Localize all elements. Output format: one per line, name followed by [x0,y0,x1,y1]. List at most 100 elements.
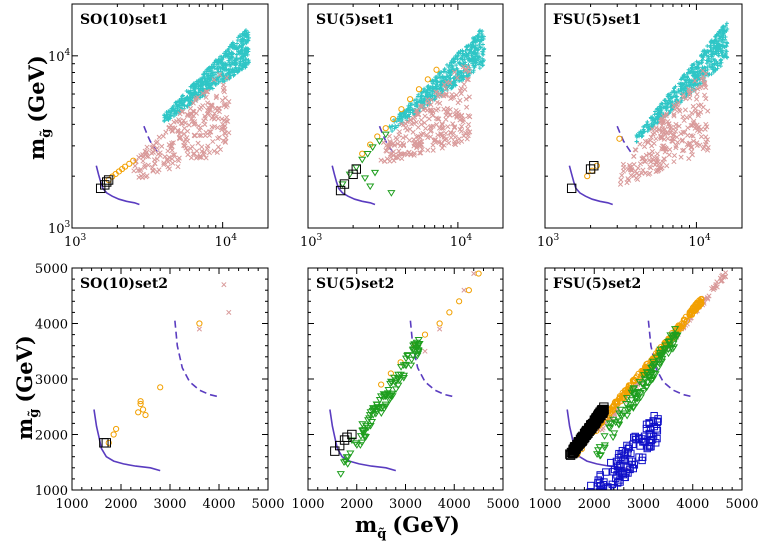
pink-cross-point [196,326,202,332]
pink-cross-point [653,128,660,134]
pink-cross-point [698,109,704,115]
green-triangle-point [403,353,412,360]
series-cyan-plus [162,28,251,124]
green-triangle-point [399,374,408,382]
pink-cross-point [213,95,219,101]
cyan-plus-point [708,39,713,44]
ylabel-top: mg̃ (GeV) [24,55,54,160]
panel-title-top-middle: SU(5)set1 [316,12,394,28]
pink-cross-point [432,137,438,143]
pink-cross-point [437,100,443,106]
pink-cross-point [694,122,700,128]
green-triangle-point [357,439,367,447]
pink-cross-point [698,134,705,140]
cyan-plus-point [211,70,216,75]
pink-cross-point [413,138,419,144]
cyan-plus-point [480,42,485,47]
cyan-plus-point [194,79,199,84]
series-green-triangle [336,337,424,478]
black-square-point [596,410,606,421]
cyan-plus-point [444,70,449,75]
black-square-point [351,164,361,174]
pink-cross-point [152,161,158,167]
cyan-plus-point [473,63,478,68]
x-tick-label-exp: 3 [81,233,87,243]
cyan-plus-point [245,46,250,51]
cyan-plus-point [694,66,699,71]
cyan-plus-point [472,39,477,44]
cyan-plus-point [180,98,185,103]
cyan-plus-point [192,86,197,91]
cyan-plus-point [408,110,413,115]
blue-square-point [653,434,661,443]
series-black-square [566,161,599,194]
orange-circle-point [378,381,385,388]
pink-cross-point [413,119,419,125]
x-tick-label: 2000 [578,497,611,512]
orange-circle-point [390,115,397,123]
cyan-plus-point [205,74,210,79]
pink-cross-point [393,135,399,141]
cyan-plus-point [717,36,722,41]
pink-cross-point [445,124,451,130]
blue-square-point [624,444,633,453]
pink-cross-point [135,167,141,174]
pink-cross-point [452,125,458,131]
black-square-point [348,169,358,180]
cyan-plus-point [234,41,239,46]
pink-cross-point [648,134,654,140]
green-triangle-point [358,427,368,434]
blue-square-point [576,525,582,531]
pink-cross-point [459,123,465,129]
pink-cross-point [662,149,668,155]
pink-cross-point [224,75,230,81]
green-triangle-point [605,420,614,428]
pink-cross-point [673,143,679,149]
series-orange-circle [584,135,623,180]
green-triangle-point [413,345,422,352]
pink-cross-point [215,135,221,142]
green-triangle-point [352,164,361,172]
pink-cross-point [161,162,167,168]
cyan-plus-point [721,24,726,29]
cyan-plus-point [471,61,476,66]
pink-cross-point [687,114,693,120]
blue-square-point [626,465,634,473]
green-triangle-point [359,430,368,437]
green-triangle-point [401,361,410,369]
green-triangle-point [670,326,680,333]
cyan-plus-point [221,67,226,72]
cyan-plus-point [240,62,245,67]
cyan-plus-point [171,103,176,108]
pink-cross-point [443,85,449,92]
cyan-plus-point [691,70,696,75]
cyan-plus-point [710,62,715,67]
pink-cross-point [678,154,684,160]
pink-cross-point [162,154,168,160]
ylabel-bottom-m: m [12,418,37,440]
cyan-plus-point [718,46,723,51]
cyan-plus-point [214,75,219,80]
cyan-plus-point [408,103,413,108]
x-tick-label: 103 [537,233,560,250]
pink-cross-point [399,156,405,162]
cyan-plus-point [635,134,640,139]
pink-cross-point [458,113,465,119]
pink-cross-point [441,134,447,140]
pink-cross-point [672,106,678,113]
pink-cross-point [437,326,443,332]
cyan-plus-point [198,76,203,81]
cyan-plus-point [408,105,413,110]
x-tick-label-exp: 4 [231,233,237,243]
pink-cross-point [694,96,700,102]
cyan-plus-point [709,59,714,64]
cyan-plus-point [665,93,670,98]
cyan-plus-point [208,77,213,82]
orange-circle-point [374,133,381,140]
orange-circle-point [456,298,463,305]
panel-bottom-middle: 1000 2000 3000 4000 5000 SU(5)set2 [291,267,520,512]
pink-cross-point [159,143,165,149]
pink-cross-point [181,139,187,145]
cyan-plus-point [725,27,730,32]
green-triangle-point [639,381,648,389]
